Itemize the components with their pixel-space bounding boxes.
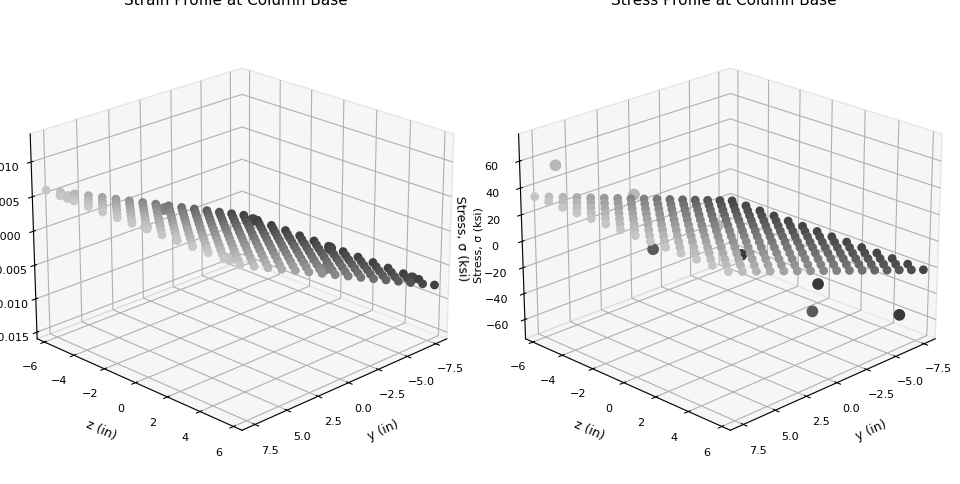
Title: Stress Profile at Column Base: Stress Profile at Column Base <box>612 0 837 8</box>
Title: Strain Profile at Column Base: Strain Profile at Column Base <box>124 0 348 8</box>
X-axis label: y (in): y (in) <box>854 417 889 442</box>
X-axis label: y (in): y (in) <box>366 417 400 442</box>
Y-axis label: z (in): z (in) <box>572 417 607 442</box>
Y-axis label: z (in): z (in) <box>84 417 118 442</box>
Text: Stress, σ (ksi): Stress, σ (ksi) <box>474 207 484 283</box>
